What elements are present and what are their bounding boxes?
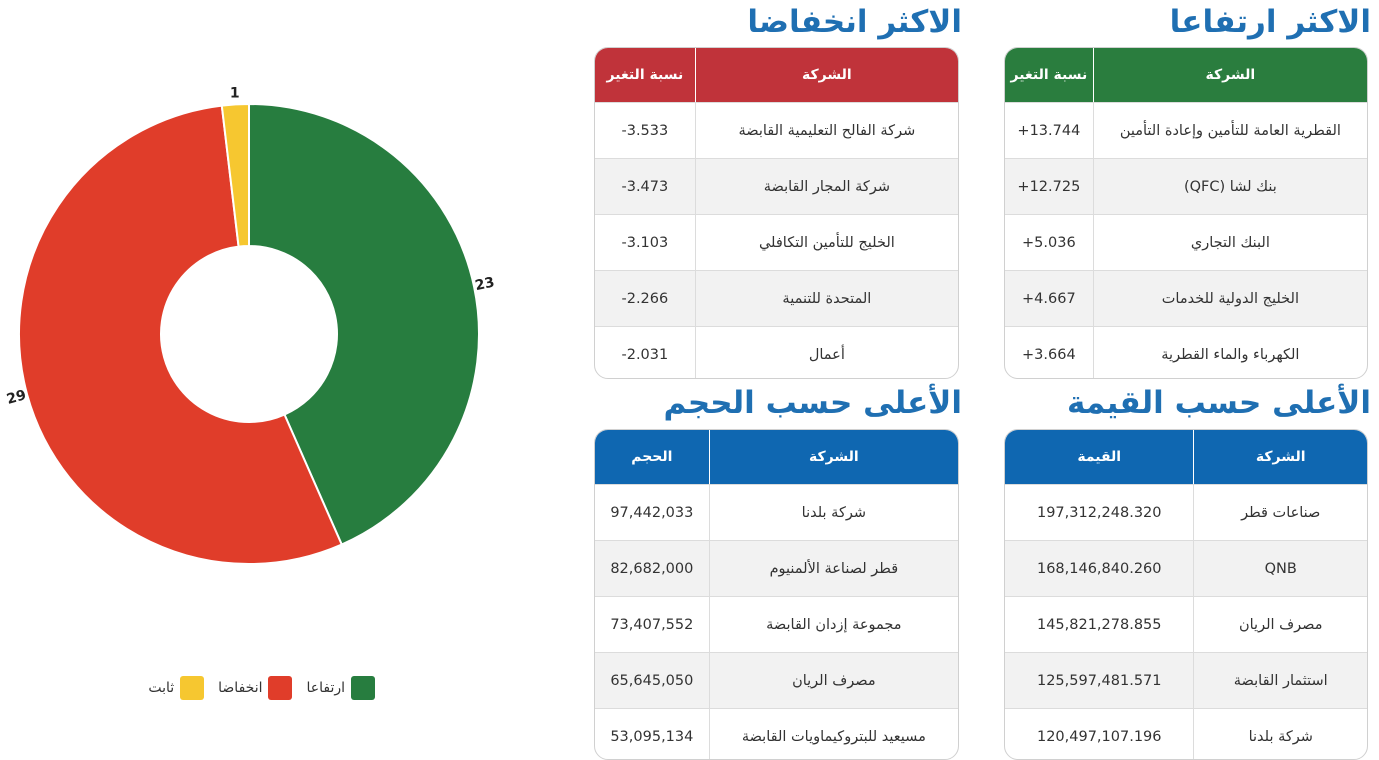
value-cell: 120,497,107.196 (1005, 709, 1195, 759)
by-volume-table: الشركة الحجم شركة بلدنا 97,442,033 قطر لصناع… (594, 429, 959, 760)
value-cell: 65,645,050 (595, 653, 710, 708)
table-row: مصرف الريان 65,645,050 (595, 652, 958, 708)
column-header-company: الشركة (1255, 449, 1306, 465)
company-cell: صناعات قطر (1241, 504, 1321, 521)
value-cell: 145,821,278.855 (1005, 597, 1195, 652)
data-label: 23 (474, 275, 496, 295)
value-cell: +3.664 (1005, 327, 1094, 378)
value-cell: -3.103 (595, 215, 696, 270)
value-cell: -2.031 (595, 327, 696, 378)
table-row: مسيعيد للبتروكيماويات القابضة 53,095,134 (595, 708, 958, 759)
table-header: الشركة نسبة التغير (1005, 48, 1367, 102)
value-cell: -3.533 (595, 103, 696, 158)
value-cell: 168,146,840.260 (1005, 541, 1195, 596)
company-cell: الخليج الدولية للخدمات (1161, 290, 1299, 307)
table-row: بنك لشا (QFC) +12.725 (1005, 158, 1367, 214)
company-cell: استثمار القابضة (1233, 672, 1328, 689)
table-row: البنك التجاري +5.036 (1005, 214, 1367, 270)
table-row: مجموعة إزدان القابضة 73,407,552 (595, 596, 958, 652)
company-cell: مجموعة إزدان القابضة (766, 616, 902, 633)
legend-label: انخفاضا (218, 680, 263, 696)
by-value-table: الشركة القيمة صناعات قطر 197,312,248.320 QNB… (1004, 429, 1368, 760)
legend-swatch (268, 676, 293, 700)
company-cell: شركة الفالح التعليمية القابضة (738, 122, 916, 139)
column-header-company: الشركة (1205, 67, 1256, 83)
table-header: الشركة نسبة التغير (595, 48, 958, 102)
value-cell: 197,312,248.320 (1005, 485, 1195, 540)
market-breadth-donut-chart: 23 29 1 (5, 85, 496, 565)
company-cell: البنك التجاري (1190, 234, 1270, 251)
company-cell: قطر لصناعة الألمنيوم (769, 560, 899, 577)
by-value-title: الأعلى حسب القيمة (1066, 385, 1371, 421)
column-header-company: الشركة (802, 67, 852, 83)
company-cell: أعمال (808, 346, 845, 363)
table-row: الخليج الدولية للخدمات +4.667 (1005, 270, 1367, 326)
value-cell: +5.036 (1005, 215, 1094, 270)
company-cell: شركة المجار القابضة (763, 178, 890, 195)
company-cell: QNB (1264, 560, 1297, 577)
table-row: المتحدة للتنمية -2.266 (595, 270, 958, 326)
table-row: استثمار القابضة 125,597,481.571 (1005, 652, 1367, 708)
company-cell: الكهرباء والماء القطرية (1161, 346, 1300, 363)
column-header-value: الحجم (595, 430, 710, 484)
value-cell: +4.667 (1005, 271, 1094, 326)
gainers-title: الاكثر ارتفاعا (1169, 4, 1371, 40)
value-cell: +13.744 (1005, 103, 1094, 158)
legend-entry[interactable]: انخفاضا (218, 676, 293, 700)
value-cell: -3.473 (595, 159, 696, 214)
legend-entry[interactable]: ثابت (148, 676, 205, 700)
legend-swatch (180, 676, 205, 700)
table-row: قطر لصناعة الألمنيوم 82,682,000 (595, 540, 958, 596)
table-row: مصرف الريان 145,821,278.855 (1005, 596, 1367, 652)
value-cell: 82,682,000 (595, 541, 710, 596)
company-cell: شركة بلدنا (1248, 728, 1313, 745)
table-row: QNB 168,146,840.260 (1005, 540, 1367, 596)
company-cell: شركة بلدنا (801, 504, 867, 521)
table-row: أعمال -2.031 (595, 326, 958, 378)
company-cell: مصرف الريان (1238, 616, 1323, 633)
legend-label: ارتفاعا (306, 680, 345, 696)
table-row: القطرية العامة للتأمين وإعادة التأمين +13… (1005, 102, 1367, 158)
data-label: 29 (5, 387, 28, 408)
column-header-value: القيمة (1005, 430, 1195, 484)
company-cell: المتحدة للتنمية (782, 290, 872, 307)
by-volume-title: الأعلى حسب الحجم (663, 385, 962, 421)
company-cell: بنك لشا (QFC) (1183, 178, 1277, 195)
company-cell: مصرف الريان (792, 672, 876, 689)
legend-entry[interactable]: ارتفاعا (306, 676, 375, 700)
losers-title: الاكثر انخفاضا (747, 4, 962, 40)
value-cell: 53,095,134 (595, 709, 710, 759)
table-row: شركة المجار القابضة -3.473 (595, 158, 958, 214)
company-cell: القطرية العامة للتأمين وإعادة التأمين (1119, 122, 1341, 139)
table-header: الشركة القيمة (1005, 430, 1367, 484)
value-cell: +12.725 (1005, 159, 1094, 214)
value-cell: 125,597,481.571 (1005, 653, 1195, 708)
table-row: شركة بلدنا 120,497,107.196 (1005, 708, 1367, 759)
table-row: الخليج للتأمين التكافلي -3.103 (595, 214, 958, 270)
gainers-table: الشركة نسبة التغير القطرية العامة للتأمين … (1004, 47, 1368, 379)
table-row: شركة بلدنا 97,442,033 (595, 484, 958, 540)
value-cell: 97,442,033 (595, 485, 710, 540)
column-header-company: الشركة (809, 449, 859, 465)
table-row: صناعات قطر 197,312,248.320 (1005, 484, 1367, 540)
donut-slice (220, 102, 250, 248)
donut-slice (248, 102, 480, 546)
donut-slice (18, 104, 344, 565)
data-label: 1 (230, 85, 240, 101)
losers-table: الشركة نسبة التغير شركة الفالح التعليمية ا… (594, 47, 959, 379)
table-row: الكهرباء والماء القطرية +3.664 (1005, 326, 1367, 378)
value-cell: -2.266 (595, 271, 696, 326)
table-row: شركة الفالح التعليمية القابضة -3.533 (595, 102, 958, 158)
chart-legend: ارتفاعا انخفاضا ثابت (120, 676, 375, 700)
value-cell: 73,407,552 (595, 597, 710, 652)
legend-label: ثابت (148, 680, 175, 696)
company-cell: مسيعيد للبتروكيماويات القابضة (741, 728, 926, 745)
table-header: الشركة الحجم (595, 430, 958, 484)
column-header-value: نسبة التغير (1005, 48, 1094, 102)
company-cell: الخليج للتأمين التكافلي (758, 234, 895, 251)
column-header-value: نسبة التغير (595, 48, 696, 102)
legend-swatch (351, 676, 375, 700)
